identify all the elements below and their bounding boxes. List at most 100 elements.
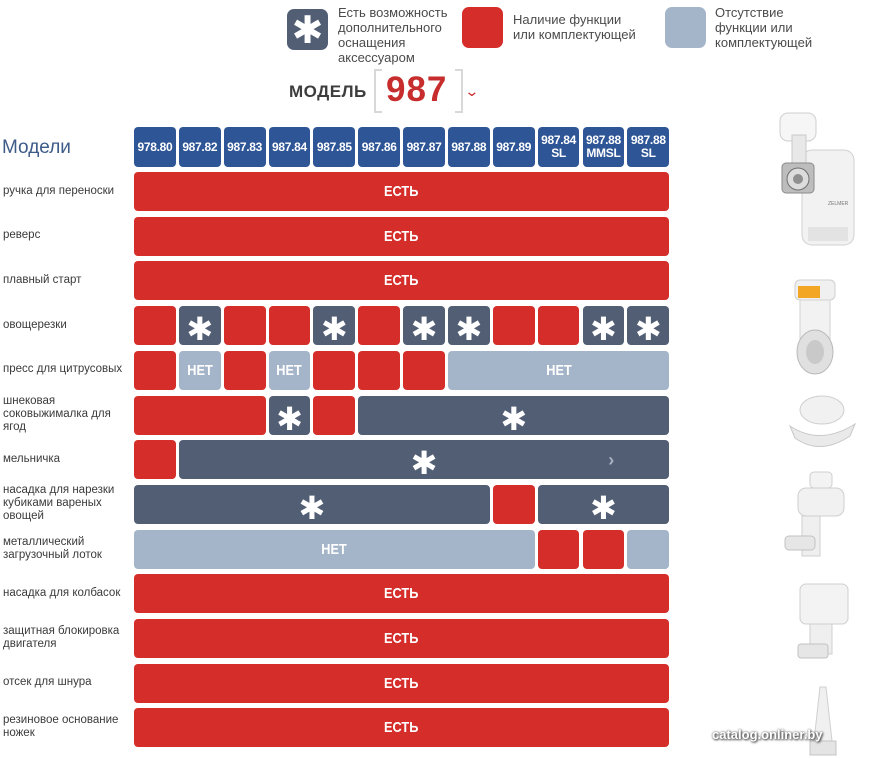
feature-cell-has <box>313 350 356 390</box>
feature-cell-opt: ✱ <box>447 306 490 347</box>
feature-cell-no: НЕТ <box>447 350 670 390</box>
model-column-header-line: 987.84 <box>541 133 577 147</box>
feature-label-line: насадка для колбасок <box>3 586 121 599</box>
feature-label-line: ручка для переноски <box>3 184 115 197</box>
sausage-attachment-image <box>809 686 837 756</box>
model-column-header[interactable]: 987.88 SL <box>627 127 670 167</box>
model-column-header[interactable]: 978.80 <box>134 127 176 167</box>
model-column-header-line: 987.84 <box>272 139 307 154</box>
feature-cell-has <box>358 306 401 346</box>
model-select-value[interactable]: 987 <box>386 70 448 109</box>
feature-cell-opt: ✱ <box>403 306 445 347</box>
feature-cell-has: ЕСТЬ <box>134 619 670 658</box>
asterisk-icon: ✱ <box>298 489 326 526</box>
asterisk-icon: ✱ <box>634 311 662 348</box>
cell-text: ЕСТЬ <box>384 719 419 737</box>
cell-text: НЕТ <box>276 361 303 379</box>
model-column-header[interactable]: 987.88 MMSL <box>582 127 625 167</box>
feature-cell-has: ЕСТЬ <box>134 216 670 256</box>
feature-cell-opt: ✱ <box>627 306 670 347</box>
feature-cell-has <box>403 350 445 390</box>
asterisk-icon: ✱ <box>320 311 348 348</box>
feature-label-line: насадка для нарезки <box>3 484 115 497</box>
model-bracket-left <box>374 69 382 113</box>
cell-text: ЕСТЬ <box>384 674 419 692</box>
legend-optional-line: Есть возможность <box>338 5 448 20</box>
feature-label: отсек для шнура <box>3 676 131 689</box>
feature-label: шнековая соковыжималка для ягод <box>3 395 131 434</box>
feature-label-line: плавный старт <box>3 273 82 286</box>
legend-optional-swatch: ✱ <box>287 9 328 52</box>
feature-cell-has <box>582 529 625 569</box>
feature-cell-opt: ✱ › <box>178 440 670 481</box>
feature-cell-no: НЕТ <box>268 350 311 390</box>
feature-cell-has: ЕСТЬ <box>134 261 670 301</box>
model-column-header[interactable]: 987.84 SL <box>537 127 580 167</box>
legend-optional-line: дополнительного <box>338 20 442 35</box>
model-column-header[interactable]: 987.83 <box>223 127 266 167</box>
chevron-right-icon[interactable]: › <box>608 450 615 471</box>
model-column-header-line: 987.88 <box>630 133 666 147</box>
feature-cell-opt: ✱ <box>134 484 490 526</box>
feature-cell-has <box>537 529 580 569</box>
model-column-header-line: SL <box>640 146 656 160</box>
feature-label-line: металлический <box>3 535 85 548</box>
model-column-header[interactable]: 987.84 <box>268 127 311 167</box>
feature-label-line: ягод <box>3 421 27 433</box>
feature-label: реверс <box>3 229 131 242</box>
model-column-header[interactable]: 987.89 <box>492 127 535 167</box>
asterisk-icon: ✱ <box>590 311 617 348</box>
feature-cell-has: ЕСТЬ <box>134 663 670 703</box>
legend-absent-text: Отсутствие функции или комплектующей <box>715 5 812 50</box>
asterisk-icon: ✱ <box>500 400 528 437</box>
chevron-down-icon[interactable]: ⌄ <box>464 83 480 99</box>
feature-label: мельничка <box>3 453 131 466</box>
cell-text: НЕТ <box>545 361 572 379</box>
feature-label-line: шнековая <box>3 395 56 407</box>
cell-text: ЕСТЬ <box>384 585 419 603</box>
legend-absent-line: комплектующей <box>715 35 813 50</box>
model-column-header-line: 987.87 <box>406 139 442 154</box>
feature-label-line: соковыжималка для <box>3 408 111 420</box>
model-column-header-line: 987.83 <box>227 139 263 154</box>
feature-label-line: реверс <box>3 229 41 242</box>
legend-present-line: или комплектующей <box>513 27 636 42</box>
models-title: Модели <box>2 137 71 158</box>
model-column-header[interactable]: 987.85 <box>313 127 356 167</box>
feature-cell-has: ЕСТЬ <box>134 708 670 748</box>
feature-label: ручка для переноски <box>3 185 131 198</box>
svg-text:ZELMER: ZELMER <box>828 201 849 207</box>
model-column-header-line: SL <box>551 146 566 160</box>
feature-cell-opt: ✱ <box>537 484 670 526</box>
feature-label: пресс для цитрусовых <box>3 363 131 376</box>
model-column-header-line: 987.88 <box>585 133 621 147</box>
model-column-header-line: 987.89 <box>496 139 532 154</box>
feature-label-line: пресс для цитрусовых <box>3 363 123 376</box>
model-column-header[interactable]: 987.87 <box>403 127 445 167</box>
legend-present-line: Наличие функции <box>513 12 622 27</box>
feature-cell-no: НЕТ <box>178 350 221 390</box>
cell-text: НЕТ <box>187 361 213 379</box>
feature-label-line: отсек для шнура <box>3 676 92 689</box>
asterisk-icon: ✱ <box>186 311 214 348</box>
feature-cell-opt: ✱ <box>582 306 625 347</box>
feature-cell-opt: ✱ <box>268 395 311 437</box>
mill-attachment-image <box>797 583 849 659</box>
vegetable-slicer-image <box>794 279 836 375</box>
asterisk-icon: ✱ <box>276 400 303 437</box>
watermark: catalog.onliner.by <box>712 727 823 742</box>
asterisk-icon: ✱ <box>590 489 617 526</box>
cell-text: ЕСТЬ <box>384 272 419 290</box>
legend-optional-text: Есть возможность дополнительного оснащен… <box>338 5 448 65</box>
feature-label-line: кубиками вареных <box>3 497 102 510</box>
model-column-header[interactable]: 987.88 <box>447 127 490 167</box>
feature-cell-has: ЕСТЬ <box>134 574 670 614</box>
feature-cell-no <box>627 529 670 569</box>
feature-label-line: двигателя <box>3 638 57 650</box>
feature-cell-has <box>537 306 580 346</box>
feature-label: защитная блокировка двигателя <box>3 625 131 651</box>
feature-label: насадка для нарезки кубиками вареных овоще… <box>3 484 131 523</box>
model-column-header[interactable]: 987.82 <box>178 127 221 167</box>
model-column-header[interactable]: 987.86 <box>358 127 401 167</box>
feature-cell-opt: ✱ <box>358 395 670 437</box>
